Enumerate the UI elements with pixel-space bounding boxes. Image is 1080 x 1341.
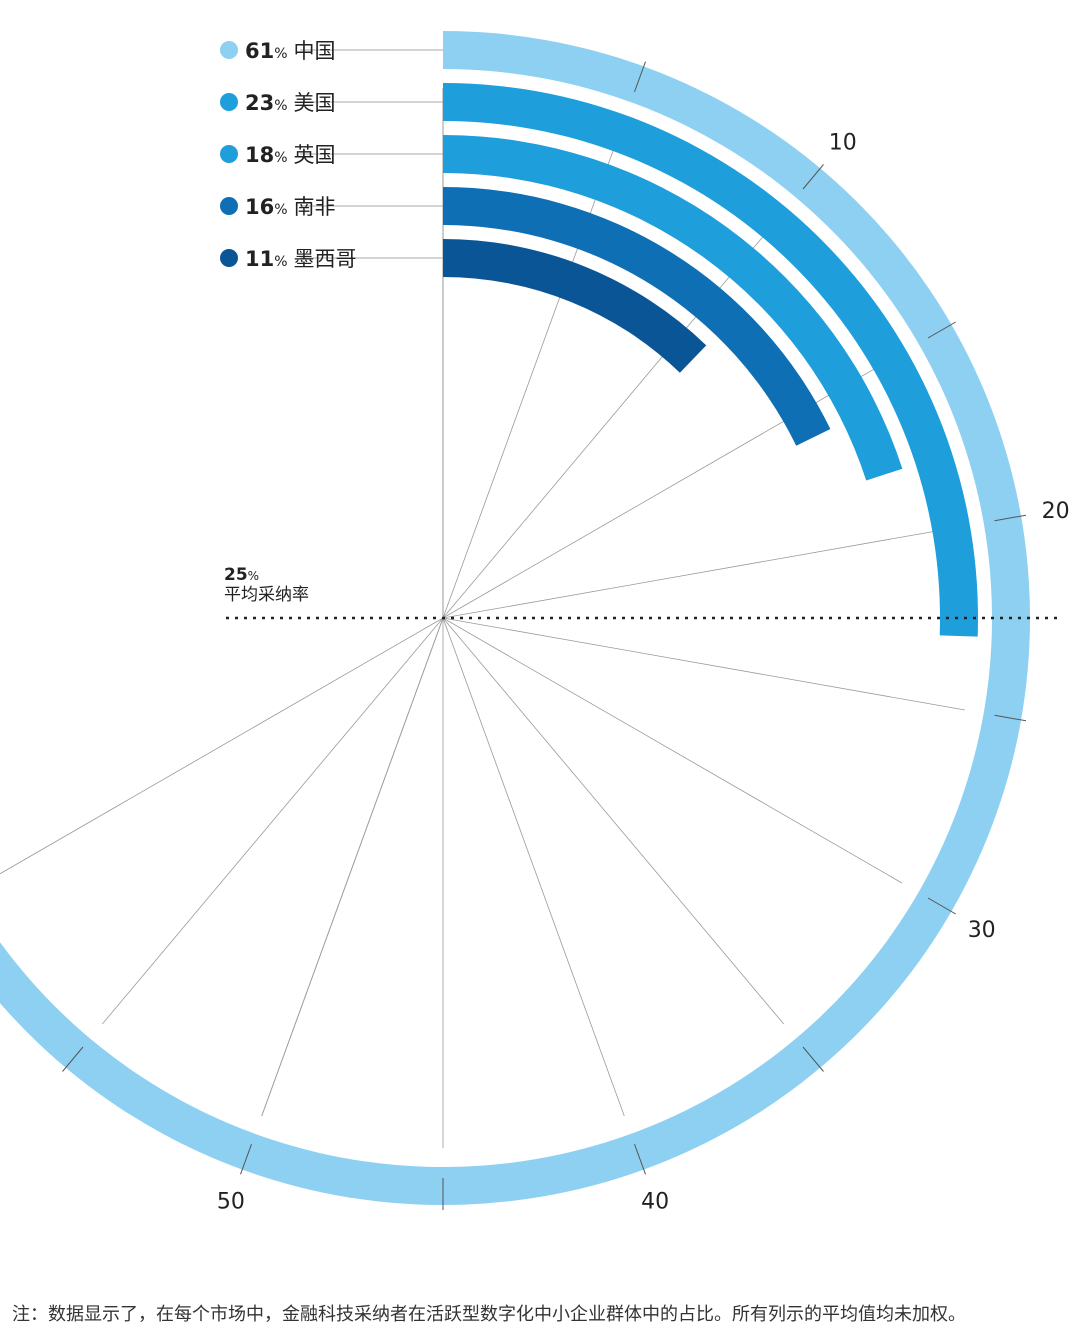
legend-unit: %: [274, 46, 287, 62]
legend-entry: 16% 南非: [245, 195, 336, 219]
tick-label: 10: [829, 131, 857, 156]
bar-中国: [0, 31, 1030, 1205]
legend-unit: %: [274, 98, 287, 114]
legend-entry: 11% 墨西哥: [245, 247, 357, 271]
legend-value: 23: [245, 91, 274, 115]
bar-南非: [443, 187, 831, 446]
grid-spoke: [261, 617, 444, 1117]
grid-spoke: [0, 617, 444, 875]
footnote: 注：数据显示了，在每个市场中，金融科技采纳者在活跃型数字化中小企业群体中的占比。…: [12, 1304, 966, 1325]
legend-marker: [220, 93, 238, 111]
average-value: 25%: [224, 565, 259, 585]
bar-美国: [443, 83, 978, 637]
tick-mark: [927, 321, 956, 339]
tick-mark: [994, 714, 1027, 722]
tick-mark: [802, 1046, 824, 1072]
tick-mark: [240, 1144, 252, 1175]
grid-spoke: [101, 617, 444, 1025]
legend-marker: [220, 145, 238, 163]
legend-entry: 23% 美国: [245, 91, 336, 115]
legend-value: 61: [245, 39, 274, 63]
grid-spoke: [442, 617, 903, 884]
grid-spoke: [442, 617, 785, 1025]
legend-label: 中国: [294, 39, 336, 63]
tick-label: 20: [1042, 499, 1070, 524]
bar-墨西哥: [443, 239, 707, 373]
grid-spoke: [442, 617, 625, 1117]
radial-bars: [0, 31, 1030, 1205]
grid-spoke: [442, 352, 903, 619]
grid-spoke: [442, 119, 625, 619]
average-marker: 25%平均采纳率: [224, 565, 1058, 620]
grid-spoke: [442, 525, 965, 619]
legend-label: 英国: [294, 143, 336, 167]
tick-mark: [994, 514, 1027, 522]
legend-label: 美国: [294, 91, 336, 115]
legend-unit: %: [274, 254, 287, 270]
legend-marker: [220, 249, 238, 267]
legend-marker: [220, 197, 238, 215]
legend-label: 墨西哥: [294, 247, 357, 271]
legend-value: 18: [245, 143, 274, 167]
average-label: 平均采纳率: [224, 585, 309, 605]
tick-mark: [802, 164, 824, 190]
grid-spoke: [442, 617, 965, 711]
axis-ticks: 102030405060: [62, 61, 1070, 1215]
tick-mark: [927, 897, 956, 915]
tick-label: 30: [968, 918, 996, 943]
legend-marker: [220, 41, 238, 59]
legend-entry: 61% 中国: [245, 39, 336, 63]
legend: 61% 中国 23% 美国 18% 英国 16% 南非 11% 墨西哥: [220, 39, 443, 271]
bar-英国: [443, 135, 903, 481]
legend-value: 11: [245, 247, 274, 271]
tick-mark: [634, 61, 646, 92]
radial-grid: [0, 88, 965, 1148]
legend-entry: 18% 英国: [245, 143, 336, 167]
tick-label: 50: [217, 1190, 245, 1215]
tick-mark: [62, 1046, 84, 1072]
tick-label: 40: [641, 1190, 669, 1215]
legend-label: 南非: [294, 195, 336, 219]
grid-spoke: [442, 211, 785, 619]
legend-unit: %: [274, 202, 287, 218]
legend-unit: %: [274, 150, 287, 166]
tick-mark: [634, 1144, 646, 1175]
legend-value: 16: [245, 195, 274, 219]
